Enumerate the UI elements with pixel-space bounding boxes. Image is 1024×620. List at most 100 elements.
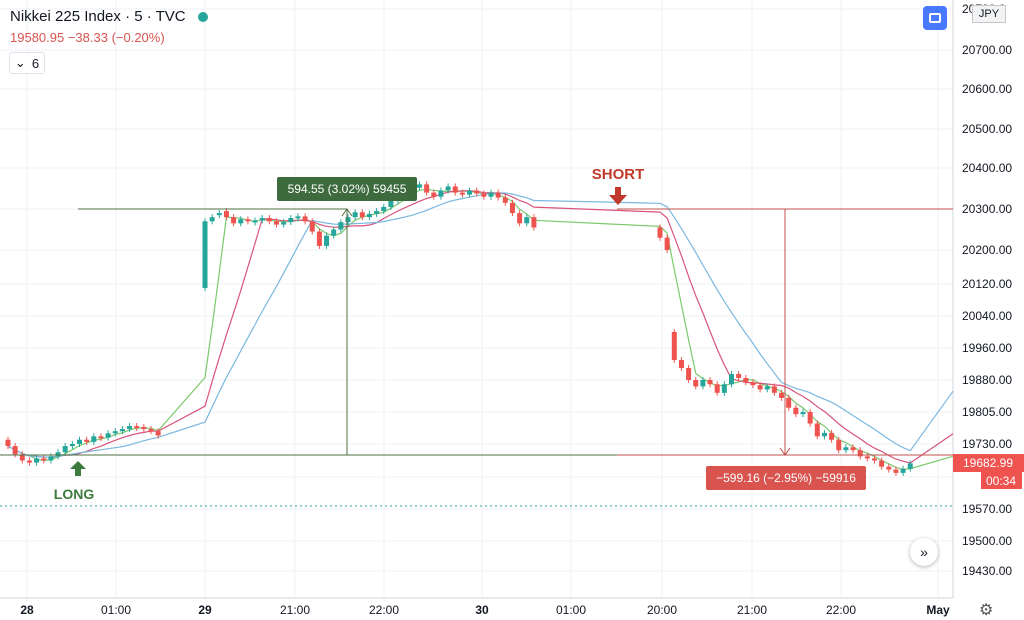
candle [381, 206, 387, 212]
candle [495, 192, 501, 198]
candle [821, 432, 827, 437]
price-tick-label: 19960.00 [962, 341, 1012, 355]
candle [467, 190, 473, 195]
candle [281, 222, 287, 225]
scroll-to-end-icon[interactable]: » [910, 538, 938, 566]
candle [707, 380, 713, 385]
ma-fast-line [7, 188, 954, 471]
grid [0, 0, 953, 598]
candle [671, 332, 677, 360]
short-measure-box [706, 466, 866, 490]
time-tick-label: 28 [20, 603, 34, 617]
countdown-label: 00:34 [986, 474, 1016, 488]
short-label: SHORT [592, 166, 645, 183]
candle [274, 221, 279, 225]
candle [864, 456, 870, 459]
candle [886, 466, 892, 470]
current-price-tag [953, 454, 1024, 472]
time-tick-label: 01:00 [556, 603, 586, 617]
candle [678, 360, 684, 368]
candle [800, 412, 806, 415]
time-axis[interactable]: 28 01:00 29 21:00 22:00 30 01:00 20:00 21:00 22:0… [20, 603, 950, 617]
candle [105, 433, 111, 438]
long-measure-label: 594.55 (3.02%) 59455 [288, 182, 407, 196]
fullscreen-icon[interactable] [923, 6, 947, 30]
symbol-title[interactable]: Nikkei 225 Index · 5 · TVC [10, 8, 208, 25]
chevron-down-icon: ⌄ [14, 55, 26, 70]
indicator-count: 6 [31, 55, 40, 71]
candle [700, 380, 706, 387]
candle [316, 231, 322, 246]
arrow-up-icon [341, 208, 353, 217]
gear-icon[interactable]: ⚙ [979, 602, 994, 619]
candle [757, 385, 763, 390]
candle [524, 217, 530, 224]
candle [112, 431, 118, 434]
moving-averages [7, 188, 954, 471]
candle [736, 374, 742, 378]
price-tick-label: 19430.00 [962, 564, 1012, 578]
candle [488, 192, 494, 197]
drawings[interactable]: 594.55 (3.02%) 59455 −599.16 (−2.95%) −59… [0, 166, 1024, 507]
candle [431, 192, 437, 197]
candle [231, 217, 237, 224]
candle [127, 426, 133, 430]
candles [5, 181, 913, 476]
price-tick-label: 20400.00 [962, 161, 1012, 175]
price-tick-label: 19730.00 [962, 437, 1012, 451]
candle [764, 386, 770, 390]
price-tick-label: 20600.00 [962, 82, 1012, 96]
price-tick-label: 19805.00 [962, 405, 1012, 419]
candle [721, 384, 727, 393]
candle [259, 218, 265, 221]
candle [62, 446, 68, 453]
candle [729, 374, 734, 385]
candle [850, 447, 856, 451]
candle [459, 192, 465, 195]
countdown-tag [981, 472, 1022, 489]
candle [19, 454, 25, 461]
candle [900, 468, 906, 473]
price-axis[interactable]: 20780.020700.0020600.0020500.0020400.002… [962, 2, 1012, 578]
price-tick-label: 20120.00 [962, 277, 1012, 291]
long-marker-icon [70, 461, 86, 476]
candle [223, 211, 229, 218]
candle [743, 378, 749, 383]
candle [55, 452, 61, 457]
candle [26, 460, 32, 463]
long-label: LONG [54, 486, 95, 502]
currency-badge[interactable]: JPY [972, 5, 1006, 23]
candle [252, 220, 258, 223]
candle [41, 458, 47, 461]
candle [664, 237, 670, 250]
price-tick-label: 20500.00 [962, 122, 1012, 136]
candle [686, 368, 692, 380]
candle [266, 218, 272, 222]
candle [34, 458, 40, 463]
price-tick-label: 20700.00 [962, 43, 1012, 57]
candle [424, 184, 430, 193]
candle [417, 184, 422, 188]
short-measure-label: −599.16 (−2.95%) −59916 [716, 471, 856, 485]
candle [879, 460, 885, 467]
candle [48, 456, 54, 461]
candle [452, 186, 458, 193]
candle [91, 436, 97, 442]
candle [657, 227, 663, 238]
price-tick-label: 19880.00 [962, 373, 1012, 387]
time-tick-label: 01:00 [101, 603, 131, 617]
long-measure-box [277, 177, 417, 201]
candle [750, 382, 756, 386]
market-status-icon [197, 12, 208, 23]
candle [793, 407, 799, 415]
indicators-toggle[interactable]: ⌄ 6 [9, 52, 45, 74]
candle [474, 190, 480, 194]
candle [893, 469, 899, 473]
time-tick-label: 20:00 [647, 603, 677, 617]
candle [245, 219, 251, 222]
ma-mid-line [7, 190, 954, 464]
candle [807, 412, 813, 424]
candle [12, 446, 18, 455]
symbol-title-text: Nikkei 225 Index · 5 · TVC [10, 8, 186, 25]
